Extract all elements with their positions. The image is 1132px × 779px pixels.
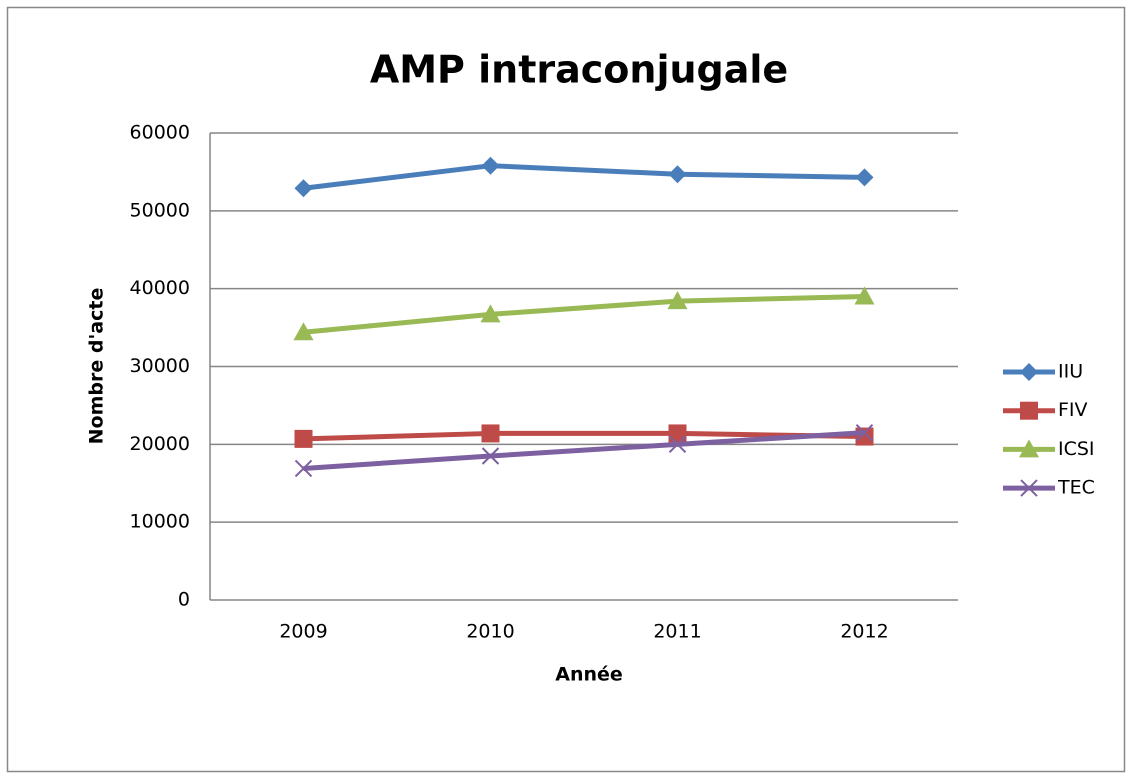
legend-marker xyxy=(1020,479,1038,497)
y-tick-label: 0 xyxy=(178,589,190,611)
series-line xyxy=(303,430,865,442)
x-tick-label: 2011 xyxy=(653,621,701,643)
series-line xyxy=(303,430,865,471)
legend-label: TEC xyxy=(1057,477,1095,499)
data-point xyxy=(294,179,313,198)
series-line xyxy=(303,163,865,191)
data-point xyxy=(854,286,875,305)
legend-item: ICSI xyxy=(1003,438,1095,460)
x-tick-label: 2009 xyxy=(279,621,327,643)
x-tick-label: 2012 xyxy=(840,621,888,643)
y-tick-label: 40000 xyxy=(130,277,190,299)
y-axis-title: Nombre d'acte xyxy=(86,288,108,445)
legend-label: ICSI xyxy=(1058,438,1095,460)
series-line xyxy=(303,293,865,335)
data-point xyxy=(855,423,874,442)
legend-item: FIV xyxy=(1003,399,1088,421)
x-tick-label: 2010 xyxy=(466,621,514,643)
legend-item: IIU xyxy=(1003,361,1083,383)
data-point xyxy=(293,322,314,341)
chart-frame xyxy=(6,6,1126,773)
legend-item: TEC xyxy=(1003,477,1095,499)
data-point xyxy=(294,429,313,448)
data-point xyxy=(481,156,500,175)
chart-title: AMP intraconjugale xyxy=(370,48,788,92)
data-point xyxy=(667,291,688,310)
x-axis-title: Année xyxy=(555,664,623,686)
legend-marker xyxy=(1019,439,1039,458)
data-point xyxy=(855,168,874,187)
legend-label: FIV xyxy=(1058,399,1088,421)
data-point xyxy=(668,165,687,184)
legend-label: IIU xyxy=(1058,361,1083,383)
data-point xyxy=(855,427,874,446)
y-tick-label: 10000 xyxy=(130,511,190,533)
y-tick-label: 50000 xyxy=(130,199,190,221)
data-point xyxy=(481,447,500,465)
data-point xyxy=(668,435,687,454)
y-tick-label: 60000 xyxy=(130,122,190,144)
data-point xyxy=(480,304,501,323)
y-tick-label: 30000 xyxy=(130,355,190,377)
data-point xyxy=(668,424,687,443)
legend-marker xyxy=(1020,363,1038,381)
legend-marker xyxy=(1020,401,1038,420)
y-tick-label: 20000 xyxy=(130,433,190,455)
data-point xyxy=(481,424,500,443)
data-point xyxy=(294,459,313,478)
